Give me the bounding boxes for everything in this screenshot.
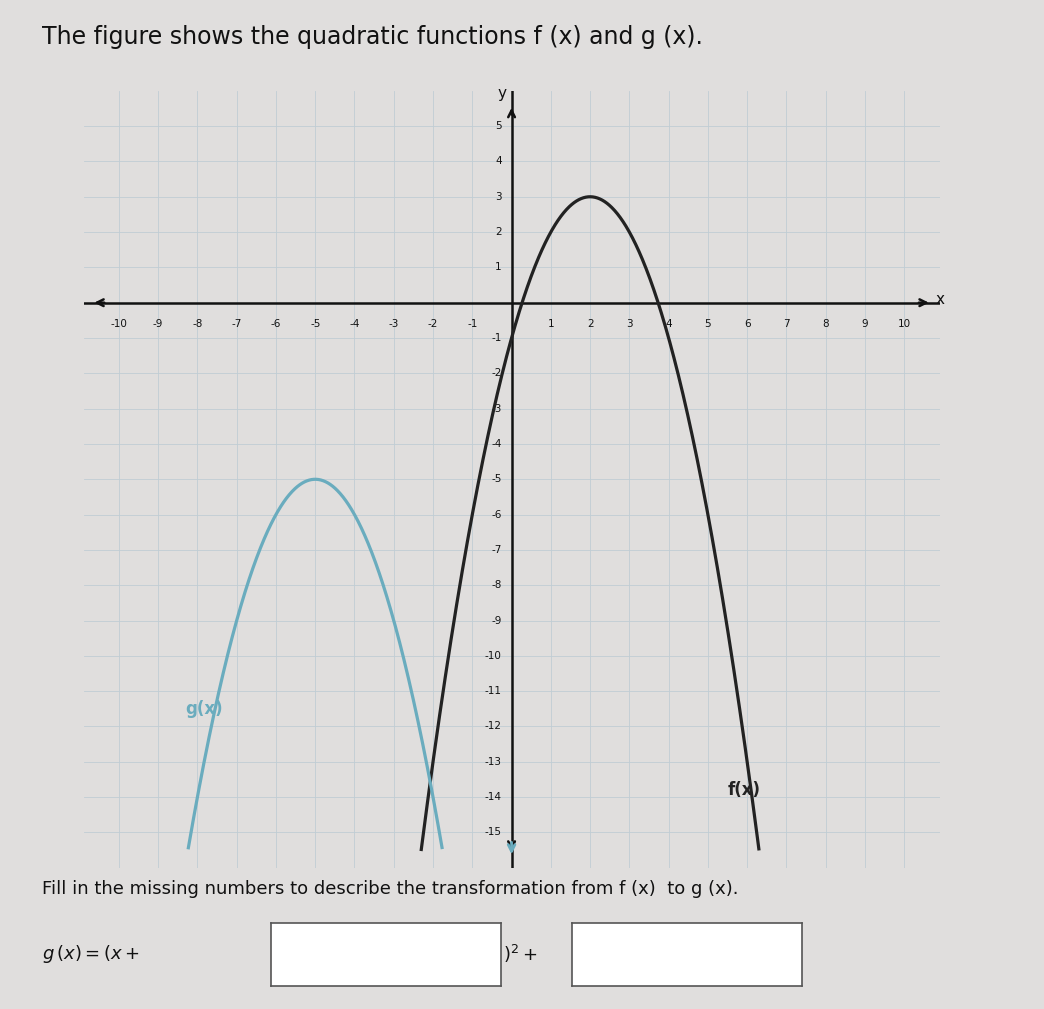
- Text: -2: -2: [492, 368, 502, 378]
- Text: -4: -4: [492, 439, 502, 449]
- Text: 5: 5: [705, 319, 711, 329]
- Text: -1: -1: [467, 319, 477, 329]
- Text: -6: -6: [492, 510, 502, 520]
- Text: 4: 4: [665, 319, 672, 329]
- Text: -5: -5: [310, 319, 321, 329]
- Text: -9: -9: [492, 615, 502, 626]
- Text: -13: -13: [484, 757, 502, 767]
- Text: 5: 5: [495, 121, 502, 131]
- Text: -8: -8: [192, 319, 203, 329]
- Text: x: x: [935, 292, 945, 307]
- Text: $)^2 +$: $)^2 +$: [503, 942, 538, 965]
- Text: -10: -10: [111, 319, 127, 329]
- Text: 1: 1: [495, 262, 502, 272]
- Text: -5: -5: [492, 474, 502, 484]
- Text: 7: 7: [783, 319, 789, 329]
- Text: -12: -12: [484, 721, 502, 732]
- Text: -6: -6: [270, 319, 281, 329]
- Text: -8: -8: [492, 580, 502, 590]
- Text: g(x): g(x): [186, 700, 223, 717]
- Text: -7: -7: [232, 319, 242, 329]
- Text: -4: -4: [350, 319, 360, 329]
- Text: -11: -11: [484, 686, 502, 696]
- Text: -3: -3: [388, 319, 399, 329]
- Text: -10: -10: [484, 651, 502, 661]
- Text: 3: 3: [626, 319, 633, 329]
- Text: 2: 2: [495, 227, 502, 237]
- Text: $g\,(x) =(x+$: $g\,(x) =(x+$: [42, 942, 139, 965]
- Text: 10: 10: [898, 319, 910, 329]
- Text: -9: -9: [152, 319, 163, 329]
- Text: 1: 1: [547, 319, 554, 329]
- Text: -7: -7: [492, 545, 502, 555]
- Text: Fill in the missing numbers to describe the transformation from f (x)  to g (x).: Fill in the missing numbers to describe …: [42, 880, 738, 898]
- Text: -3: -3: [492, 404, 502, 414]
- Text: 6: 6: [744, 319, 751, 329]
- Text: 9: 9: [861, 319, 869, 329]
- Text: The figure shows the quadratic functions f (x) and g (x).: The figure shows the quadratic functions…: [42, 25, 703, 49]
- Text: 8: 8: [823, 319, 829, 329]
- Text: -14: -14: [484, 792, 502, 802]
- Text: 3: 3: [495, 192, 502, 202]
- Text: 2: 2: [587, 319, 593, 329]
- Text: 4: 4: [495, 156, 502, 166]
- Text: -1: -1: [492, 333, 502, 343]
- Text: -2: -2: [428, 319, 438, 329]
- Text: y: y: [497, 87, 506, 101]
- Text: f(x): f(x): [728, 781, 760, 799]
- Text: -15: -15: [484, 827, 502, 837]
